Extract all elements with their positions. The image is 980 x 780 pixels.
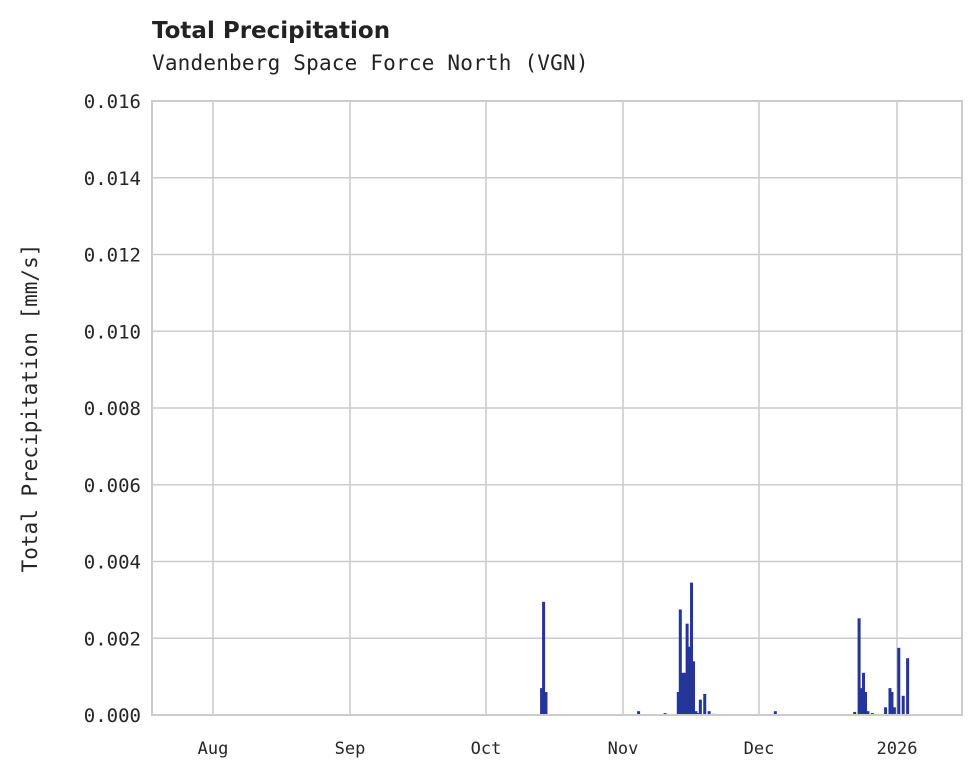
x-tick-label: Sep <box>335 739 366 759</box>
precip-bar <box>690 582 694 715</box>
precip-bar <box>683 672 687 715</box>
plot-frame <box>151 100 963 716</box>
precip-bar <box>544 691 548 715</box>
precip-bar <box>692 661 696 715</box>
x-tick-label: Nov <box>608 739 639 759</box>
x-tick-label: 2026 <box>877 739 918 759</box>
precip-bar <box>890 691 894 715</box>
precip-bar <box>866 711 870 715</box>
precipitation-bars <box>540 582 910 716</box>
precip-bar <box>901 695 905 715</box>
precip-bar <box>892 707 896 715</box>
chart-title: Total Precipitation <box>152 18 391 44</box>
grid-lines <box>152 100 962 716</box>
y-tick-label: 0.012 <box>84 245 141 267</box>
x-tick-label: Aug <box>198 739 229 759</box>
y-tick-label: 0.006 <box>84 475 141 497</box>
precip-bar <box>694 711 698 715</box>
precip-bar <box>859 688 863 715</box>
precip-bar <box>687 646 691 715</box>
precip-bar <box>676 691 680 715</box>
precip-bar <box>707 711 711 715</box>
precip-bar <box>864 691 868 715</box>
precip-bar <box>698 699 702 715</box>
y-tick-label: 0.002 <box>84 628 141 650</box>
precip-bar <box>685 623 689 715</box>
precip-bar <box>884 707 888 715</box>
precip-bar <box>853 711 857 715</box>
precip-bar <box>681 672 685 715</box>
precip-bar <box>862 672 866 715</box>
y-tick-label: 0.016 <box>84 91 141 113</box>
precip-bar <box>857 618 861 715</box>
precip-bar <box>540 688 544 715</box>
precip-bar <box>703 693 707 715</box>
precip-bar <box>888 688 892 715</box>
precip-bar <box>897 647 901 715</box>
y-tick-label: 0.004 <box>84 552 141 574</box>
y-tick-label: 0.000 <box>84 705 141 727</box>
x-tick-label: Oct <box>471 739 502 759</box>
y-tick-label: 0.014 <box>84 168 141 190</box>
y-tick-label: 0.010 <box>84 321 141 343</box>
precip-bar <box>542 601 546 715</box>
chart-subtitle: Vandenberg Space Force North (VGN) <box>152 51 589 75</box>
x-axis-ticks: Aug Sep Oct Nov Dec 2026 <box>198 739 918 759</box>
precip-bar <box>678 609 682 715</box>
y-axis-ticks: 0.000 0.002 0.004 0.006 0.008 0.010 0.012 0.014… <box>84 91 141 727</box>
precip-bar <box>773 711 777 715</box>
precip-bar <box>906 658 910 715</box>
precip-bar <box>637 711 641 715</box>
y-tick-label: 0.008 <box>84 398 141 420</box>
x-tick-label: Dec <box>744 739 775 759</box>
